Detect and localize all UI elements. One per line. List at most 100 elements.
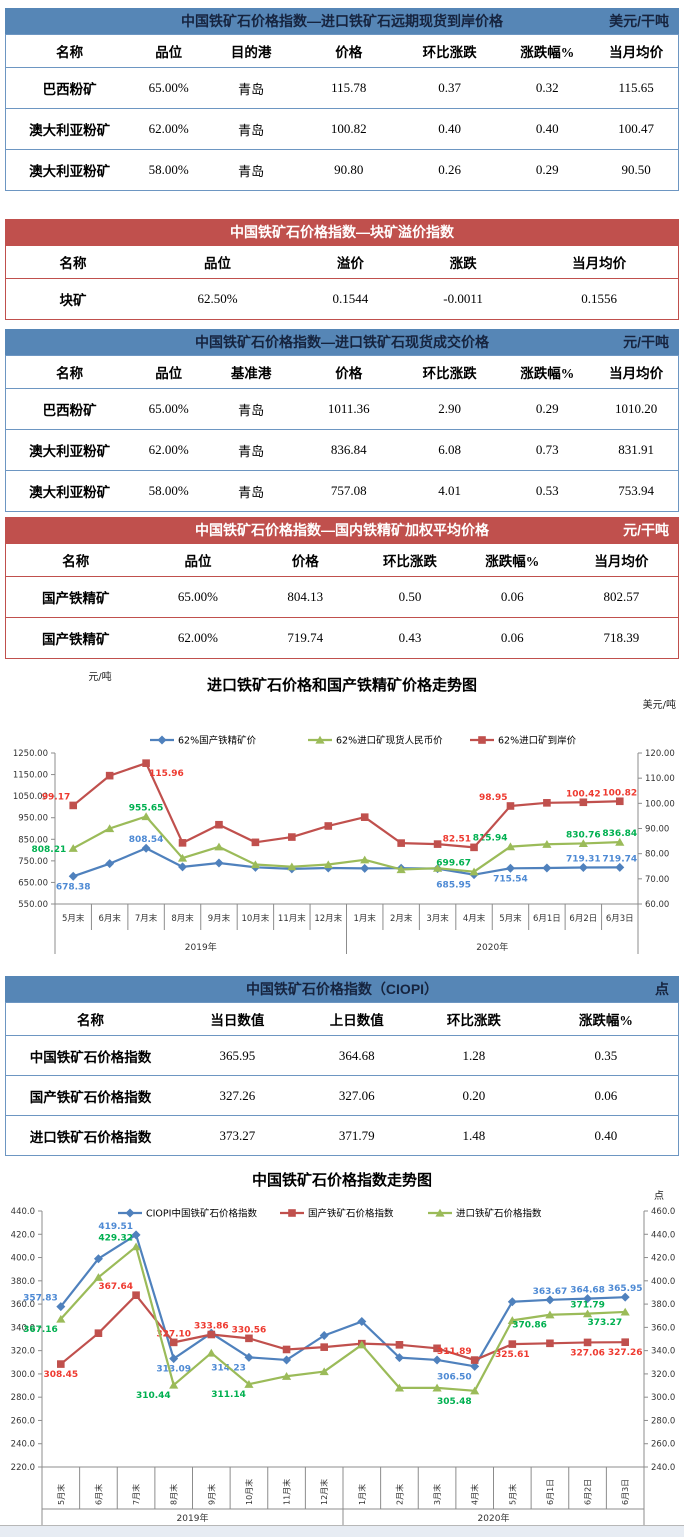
- value-cell: 0.37: [399, 67, 501, 109]
- triangle-marker: [323, 860, 333, 869]
- triangle-marker: [287, 862, 297, 871]
- col-header: 涨跌: [405, 245, 521, 279]
- row-name-cell: 澳大利亚粉矿: [5, 429, 134, 471]
- right-axis-unit: 美元/吨: [643, 698, 676, 711]
- row-name-cell: 块矿: [5, 278, 141, 320]
- triangle-marker: [169, 1380, 179, 1389]
- row-name-cell: 巴西粉矿: [5, 67, 134, 109]
- square-marker: [583, 1338, 592, 1347]
- data-point-label: 955.65: [129, 803, 164, 813]
- square-marker: [132, 1291, 140, 1300]
- table-row: 巴西粉矿 65.00% 青岛 115.78 0.37 0.32 115.65: [5, 67, 679, 109]
- square-marker: [57, 1360, 65, 1368]
- table-title-bar: 中国铁矿石价格指数—国内铁精矿加权平均价格 元/干吨: [5, 517, 679, 543]
- value-cell: 0.26: [399, 149, 501, 191]
- legend-label: 62%国产铁精矿价: [178, 735, 257, 747]
- table-row: 澳大利亚粉矿 62.00% 青岛 100.82 0.40 0.40 100.47: [5, 108, 679, 150]
- value-cell: 831.91: [594, 429, 679, 471]
- table-title-bar: 中国铁矿石价格指数—进口铁矿石现货成交价格 元/干吨: [5, 329, 679, 355]
- iron-ore-price-report: 中国铁矿石价格指数—进口铁矿石远期现货到岸价格 美元/干吨 名称 品位 目的港 价格 环比涨…: [0, 8, 684, 1537]
- x-axis-label: 5月末: [56, 1484, 66, 1505]
- col-header: 价格: [250, 543, 361, 577]
- diamond-marker: [545, 1295, 555, 1305]
- diamond-marker: [505, 863, 515, 873]
- value-cell: 62.00%: [133, 429, 205, 471]
- x-axis-label: 5月末: [499, 913, 522, 924]
- axis-tick-label: 950.00: [18, 814, 48, 824]
- diamond-marker: [131, 1230, 141, 1240]
- year-group-label: 2020年: [476, 941, 508, 953]
- row-name-cell: 进口铁矿石价格指数: [5, 1115, 176, 1156]
- x-axis-label: 11月末: [282, 1479, 292, 1505]
- triangle-marker: [470, 1386, 480, 1395]
- col-header: 上日数值: [299, 1002, 414, 1036]
- x-axis-label: 6月2日: [584, 1479, 593, 1505]
- table-title: 中国铁矿石价格指数—块矿溢价指数: [230, 224, 454, 240]
- legend-label: 62%进口矿到岸价: [498, 735, 577, 747]
- col-header: 目的港: [204, 34, 299, 68]
- x-axis-label: 4月末: [470, 1484, 480, 1505]
- axis-tick-label: 340.0: [651, 1347, 675, 1357]
- data-point-label: 313.09: [156, 1365, 191, 1375]
- triangle-marker: [432, 1383, 442, 1392]
- table-row: 块矿 62.50% 0.1544 -0.0011 0.1556: [5, 278, 679, 320]
- square-marker: [320, 1343, 328, 1351]
- square-marker: [245, 1334, 253, 1343]
- value-cell: 0.06: [459, 576, 565, 618]
- x-axis-label: 3月末: [426, 913, 449, 924]
- value-cell: 327.26: [175, 1075, 300, 1116]
- value-cell: 802.57: [564, 576, 679, 618]
- value-cell: 青岛: [204, 149, 299, 191]
- x-axis-label: 5月末: [507, 1484, 517, 1505]
- value-cell: 719.74: [250, 617, 361, 659]
- square-marker: [579, 798, 588, 807]
- col-header: 环比涨跌: [414, 1002, 534, 1036]
- diamond-marker: [620, 1292, 630, 1302]
- value-cell: 0.29: [500, 388, 595, 430]
- table-title-bar: 中国铁矿石价格指数（CIOPI） 点: [5, 976, 679, 1002]
- diamond-marker: [68, 871, 78, 881]
- axis-tick-label: 400.0: [651, 1277, 675, 1287]
- triangle-marker: [542, 840, 552, 848]
- axis-tick-label: 80.00: [645, 850, 669, 860]
- data-point-label: 98.95: [479, 793, 507, 803]
- data-point-label: 715.54: [493, 874, 528, 884]
- data-point-label: 310.44: [136, 1391, 171, 1401]
- data-point-label: 678.38: [56, 882, 91, 892]
- square-marker: [94, 1329, 103, 1337]
- table-row: 中国铁矿石价格指数 365.95 364.68 1.28 0.35: [5, 1035, 679, 1076]
- value-cell: 6.08: [399, 429, 501, 471]
- value-cell: 0.43: [360, 617, 460, 659]
- table-lump-premium: 中国铁矿石价格指数—块矿溢价指数 名称 品位 溢价 涨跌 当月均价 块矿 62.50% 0.15…: [0, 219, 684, 320]
- data-point-label: 815.94: [473, 834, 508, 844]
- x-axis-label: 8月末: [169, 1484, 179, 1505]
- x-axis-label: 2月末: [390, 913, 413, 924]
- diamond-marker: [470, 1361, 480, 1371]
- table-row: 巴西粉矿 65.00% 青岛 1011.36 2.90 0.29 1010.20: [5, 388, 679, 430]
- table-unit: 元/干吨: [623, 334, 669, 350]
- data-point-label: 327.10: [156, 1329, 191, 1339]
- axis-tick-label: 120.00: [645, 749, 675, 759]
- value-cell: 62.00%: [145, 617, 251, 659]
- triangle-marker: [357, 1340, 367, 1349]
- diamond-marker: [615, 862, 625, 872]
- axis-tick-label: 360.0: [651, 1323, 675, 1333]
- square-marker: [433, 1344, 441, 1353]
- square-marker: [506, 802, 515, 810]
- axis-tick-label: 380.0: [11, 1277, 35, 1287]
- value-cell: 0.06: [533, 1075, 679, 1116]
- footer-bar: [0, 1525, 684, 1537]
- diamond-marker: [157, 735, 167, 745]
- table-row: 澳大利亚粉矿 58.00% 青岛 90.80 0.26 0.29 90.50: [5, 149, 679, 191]
- square-marker: [395, 1341, 404, 1349]
- col-header: 品位: [145, 543, 251, 577]
- col-header: 品位: [140, 245, 295, 279]
- value-cell: 0.40: [500, 108, 595, 150]
- row-name-cell: 国产铁精矿: [5, 576, 146, 618]
- square-marker: [543, 799, 551, 807]
- value-cell: 62.50%: [140, 278, 295, 320]
- square-marker: [397, 839, 405, 847]
- square-marker: [251, 838, 260, 847]
- value-cell: 1.28: [414, 1035, 534, 1076]
- data-point-label: 99.17: [42, 792, 70, 802]
